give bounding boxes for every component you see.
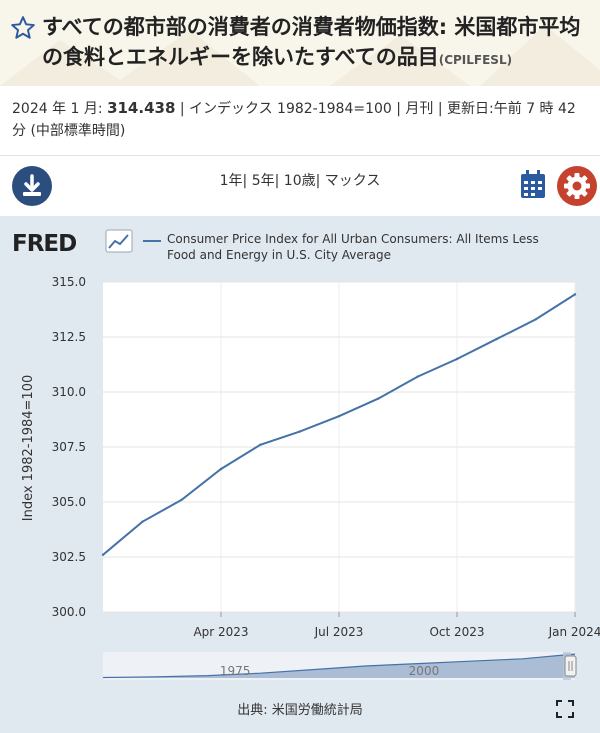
legend-swatch xyxy=(143,240,161,242)
calendar-icon[interactable] xyxy=(520,170,546,200)
fred-logo: FRED xyxy=(12,231,77,257)
y-axis-label: Index 1982-1984=100 xyxy=(21,375,36,522)
latest-date: 2024 年 1 月: xyxy=(12,101,103,117)
header-background xyxy=(0,25,600,86)
y-tick-label: 312.5 xyxy=(52,330,86,344)
x-tick-label: Jan 2024 xyxy=(548,625,600,639)
range-5y[interactable]: 5年 xyxy=(251,173,275,189)
data-point xyxy=(101,553,105,556)
series-meta: 2024 年 1 月: 314.438 | インデックス 1982-1984=1… xyxy=(12,97,592,142)
navigator-line xyxy=(102,653,576,679)
source-note: 出典: 米国労働統計局 xyxy=(237,703,363,718)
latest-value: 314.438 xyxy=(107,99,176,117)
y-tick-label: 302.5 xyxy=(52,550,86,564)
gear-icon xyxy=(564,173,590,199)
x-tick-label: Jul 2023 xyxy=(314,625,364,639)
y-tick-label: 305.0 xyxy=(52,495,86,509)
data-points xyxy=(101,293,577,556)
fred-graph-icon xyxy=(105,229,133,253)
range-separator: | xyxy=(274,173,280,189)
series-id: (CPILFESL) xyxy=(438,53,513,67)
navigator-label: 1975 xyxy=(220,664,251,678)
download-icon xyxy=(23,174,41,196)
y-tick-label: 300.0 xyxy=(52,605,86,619)
range-max[interactable]: マックス xyxy=(324,173,381,189)
grid xyxy=(103,281,576,613)
range-selector: 1年| 5年| 10歳| マックス xyxy=(0,170,600,190)
data-point xyxy=(573,293,577,296)
x-tick-label: Oct 2023 xyxy=(429,625,484,639)
navigator-labels: 1975 2000 xyxy=(220,664,439,678)
y-tick-label: 315.0 xyxy=(52,275,86,289)
legend-label: Consumer Price Index for All Urban Consu… xyxy=(167,232,539,262)
x-tick-label: Apr 2023 xyxy=(193,625,248,639)
y-tick-label: 310.0 xyxy=(52,385,86,399)
navigator-label: 2000 xyxy=(409,664,440,678)
data-point xyxy=(337,415,341,418)
divider xyxy=(0,155,600,156)
settings-button[interactable] xyxy=(557,166,597,206)
navigator-area xyxy=(103,654,575,678)
range-10y[interactable]: 10歳 xyxy=(283,173,316,189)
y-axis: 300.0 302.5 305.0 307.5 310.0 312.5 315.0 xyxy=(52,275,86,619)
data-point xyxy=(141,520,144,523)
data-point xyxy=(180,498,183,501)
data-point xyxy=(298,430,301,433)
data-point xyxy=(495,338,498,341)
data-point xyxy=(534,318,537,321)
y-tick-label: 307.5 xyxy=(52,440,86,454)
download-button[interactable] xyxy=(12,166,52,206)
range-1y[interactable]: 1年 xyxy=(219,173,243,189)
data-point xyxy=(416,375,419,378)
data-point xyxy=(377,397,380,400)
chart-toolbar: 1年| 5年| 10歳| マックス xyxy=(0,160,600,210)
data-point xyxy=(259,443,262,446)
fullscreen-icon[interactable] xyxy=(556,700,574,718)
navigator-handle[interactable] xyxy=(564,655,577,677)
x-axis: Apr 2023 Jul 2023 Oct 2023 Jan 2024 xyxy=(193,612,600,639)
chart-container: FRED Consumer Price Index for All Urban … xyxy=(0,216,600,733)
data-point xyxy=(455,357,459,361)
title-text: すべての都市部の消費者の消費者物価指数: 米国都市平均の食料とエネルギーを除いた… xyxy=(42,15,581,69)
meta-details: | インデックス 1982-1984=100 | 月刊 | 更新日:午前 7 時… xyxy=(12,101,576,139)
chart-svg: 300.0 302.5 305.0 307.5 310.0 312.5 315.0 Apr … xyxy=(21,275,600,680)
page-title: すべての都市部の消費者の消費者物価指数: 米国都市平均の食料とエネルギーを除いた… xyxy=(42,12,594,75)
range-separator: | xyxy=(242,173,248,189)
page-header: すべての都市部の消費者の消費者物価指数: 米国都市平均の食料とエネルギーを除いた… xyxy=(0,0,600,86)
fred-logo-text: FRED xyxy=(12,231,77,257)
data-point xyxy=(219,467,223,471)
favorite-star-icon[interactable] xyxy=(10,15,36,41)
range-separator: | xyxy=(315,173,321,189)
